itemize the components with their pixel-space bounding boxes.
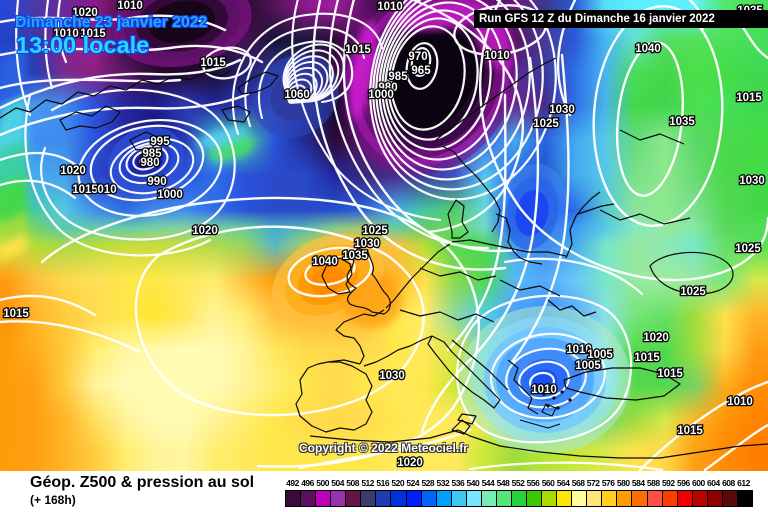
svg-text:1015: 1015 — [345, 44, 371, 56]
svg-text:1005: 1005 — [587, 349, 613, 361]
svg-text:1030: 1030 — [354, 238, 380, 250]
svg-text:1010: 1010 — [531, 384, 557, 396]
svg-text:1015: 1015 — [72, 184, 98, 196]
svg-text:1005: 1005 — [575, 360, 601, 372]
svg-text:965: 965 — [411, 65, 431, 77]
svg-text:1010: 1010 — [53, 28, 79, 40]
svg-text:1015: 1015 — [677, 425, 703, 437]
svg-text:1015: 1015 — [736, 92, 762, 104]
svg-text:1025: 1025 — [735, 243, 761, 255]
svg-text:1030: 1030 — [739, 175, 765, 187]
svg-text:1020: 1020 — [643, 332, 669, 344]
svg-text:1010: 1010 — [117, 0, 143, 12]
svg-text:1035: 1035 — [342, 250, 368, 262]
svg-text:1030: 1030 — [549, 104, 575, 116]
svg-text:1030: 1030 — [379, 370, 405, 382]
svg-text:980: 980 — [378, 82, 397, 94]
svg-text:1010: 1010 — [727, 396, 753, 408]
svg-text:980: 980 — [140, 157, 159, 169]
svg-text:1020: 1020 — [72, 7, 98, 19]
svg-text:1025: 1025 — [533, 118, 559, 130]
svg-text:1020: 1020 — [60, 165, 86, 177]
svg-text:1000: 1000 — [157, 189, 183, 201]
svg-text:1015: 1015 — [657, 368, 683, 380]
svg-text:1010: 1010 — [484, 50, 510, 62]
svg-text:010: 010 — [97, 184, 116, 196]
svg-text:1010: 1010 — [566, 344, 592, 356]
svg-text:1060: 1060 — [284, 89, 310, 101]
svg-text:990: 990 — [147, 176, 166, 188]
svg-text:1040: 1040 — [635, 43, 661, 55]
svg-text:1015: 1015 — [634, 352, 660, 364]
svg-text:985: 985 — [388, 71, 408, 83]
svg-text:1015: 1015 — [200, 57, 226, 69]
svg-text:985: 985 — [142, 148, 162, 160]
svg-text:1015: 1015 — [3, 308, 29, 320]
svg-text:1025: 1025 — [680, 286, 706, 298]
svg-text:1000: 1000 — [368, 89, 394, 101]
svg-text:1015: 1015 — [80, 28, 106, 40]
svg-text:1040: 1040 — [312, 256, 338, 268]
svg-text:1010: 1010 — [377, 1, 403, 13]
svg-text:1020: 1020 — [397, 457, 423, 469]
svg-text:995: 995 — [150, 136, 170, 148]
svg-text:1035: 1035 — [669, 116, 695, 128]
svg-text:1025: 1025 — [362, 225, 388, 237]
svg-text:970: 970 — [408, 51, 427, 63]
svg-text:1020: 1020 — [192, 225, 218, 237]
